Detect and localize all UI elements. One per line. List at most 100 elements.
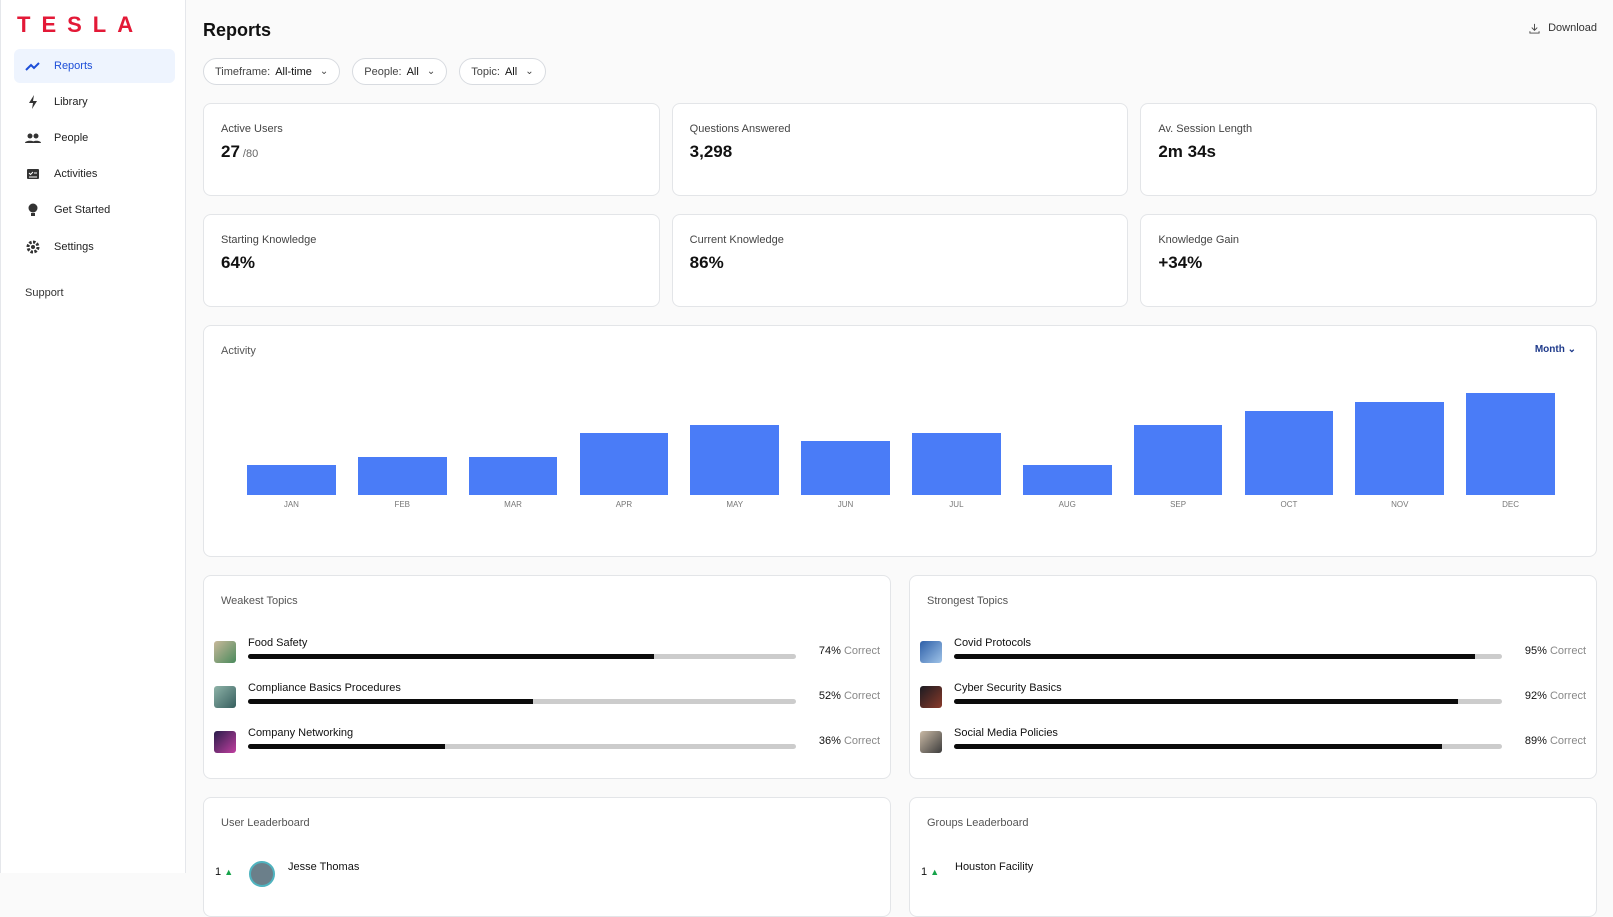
brand-logo[interactable]: TESLA [17,12,145,37]
stat-label: Starting Knowledge [221,234,317,246]
topics-card: Strongest Topics Covid Protocols 95% Corre… [909,575,1597,779]
stat-label: Questions Answered [689,123,791,135]
bar [357,456,447,495]
nav-label: Settings [54,241,94,253]
filter-label: People: [364,65,402,78]
progress-fill [954,744,1442,749]
page-title: Reports [203,20,272,40]
score-value: 36% [818,735,841,747]
nav-item[interactable]: People [14,121,175,155]
score-value: 95% [1524,645,1547,657]
score-value: 52% [818,690,841,702]
score-value: 74% [818,645,841,657]
x-tick-label: JUN [837,500,854,509]
topic-image [920,641,942,663]
stat-number: 64% [221,253,256,272]
download-button[interactable]: Download [1529,22,1597,34]
stat-value: 27/80 [221,142,258,162]
stat-value: 64% [221,253,255,273]
x-tick-label: DEC [1502,500,1520,509]
stat-card: Av. Session Length 2m 34s [1140,103,1597,196]
download-label: Download [1548,22,1597,34]
card-title: Weakest Topics [221,595,298,607]
topic-score: 95% Correct [1525,645,1586,657]
x-tick-label: NOV [1391,500,1409,509]
stat-card: Questions Answered 3,298 [671,103,1129,196]
bar [468,456,558,495]
nav-label: Reports [54,60,93,72]
x-tick-label: MAR [504,500,522,509]
x-tick-label: FEB [394,500,411,509]
topic-score: 89% Correct [1525,735,1586,747]
card-title: Groups Leaderboard [927,817,1029,829]
x-tick-label: OCT [1280,500,1298,509]
filter-label: Timeframe: [215,65,271,78]
stat-number: 27 [221,142,240,161]
rank-number: 1 [215,866,222,878]
bar [1466,393,1555,495]
filter-dropdown[interactable]: People: All ⌄ [352,58,448,85]
stat-value: 86% [690,253,724,273]
stat-label: Av. Session Length [1158,123,1253,135]
stat-card: Active Users 27/80 [203,103,660,196]
month-dropdown[interactable]: Month ⌄ [1534,344,1576,355]
activity-card: Activity Month ⌄ JAN FEB MAR APR MAY JUN JUL AU… [203,325,1597,557]
score-value: 92% [1524,690,1547,702]
stat-card: Starting Knowledge 64% [203,214,660,307]
bar [1133,424,1223,495]
topic-score: 74% Correct [819,645,880,657]
stat-value: 3,298 [690,142,733,162]
x-tick-label: SEP [1170,500,1187,509]
topic-score: 92% Correct [1525,690,1586,702]
support-link[interactable]: Support [25,287,64,299]
bar [1244,410,1334,495]
topic-name: Company Networking [248,727,354,739]
nav-label: People [54,132,89,144]
nav-item[interactable]: Library [14,85,175,119]
card-title: Activity [221,345,256,357]
chevron: ⌄ [525,66,534,77]
nav-item[interactable]: Activities [14,157,175,191]
filter-value: All [406,65,419,78]
filter-dropdown[interactable]: Topic: All ⌄ [459,58,546,85]
topic-name: Social Media Policies [954,727,1058,739]
stat-number: 3,298 [689,142,733,161]
progress-fill [954,654,1475,659]
stat-card: Knowledge Gain +34% [1140,214,1597,307]
bar [247,465,336,495]
group-name: Houston Facility [955,861,1034,873]
score-unit: Correct [843,690,880,702]
topic-row: Social Media Policies 89% Correct [920,727,1586,757]
progress-track [954,744,1502,749]
leaderboard-card: User Leaderboard 1 ▲ Jesse Thomas [203,797,891,917]
bar [690,424,780,495]
bar [1022,465,1112,495]
topic-name: Cyber Security Basics [954,682,1062,694]
avatar [249,861,275,887]
topic-image [920,731,942,753]
stat-value: 2m 34s [1158,142,1216,162]
bar [912,433,1001,495]
stat-label: Knowledge Gain [1158,234,1240,246]
x-tick-label: APR [615,500,633,509]
score-unit: Correct [1549,645,1586,657]
topic-image [214,686,236,708]
stat-number: +34% [1158,253,1203,272]
score-unit: Correct [1549,690,1586,702]
x-tick-label: JUL [949,500,964,509]
nav-item[interactable]: Get Started [14,193,175,227]
filter-dropdown[interactable]: Timeframe: All-time ⌄ [203,58,341,85]
score-unit: Correct [843,645,880,657]
filter-value: All [504,65,518,78]
filter-label: Topic: [471,65,500,78]
x-tick-label: AUG [1058,500,1076,509]
bar [801,441,890,495]
chevron: ⌄ [426,66,436,77]
topic-score: 36% Correct [819,735,880,747]
nav-item[interactable]: Reports [14,49,175,83]
topic-name: Compliance Basics Procedures [248,682,401,694]
topic-name: Food Safety [248,637,308,649]
nav-item[interactable]: Settings [14,230,175,264]
stat-label: Current Knowledge [689,234,784,246]
